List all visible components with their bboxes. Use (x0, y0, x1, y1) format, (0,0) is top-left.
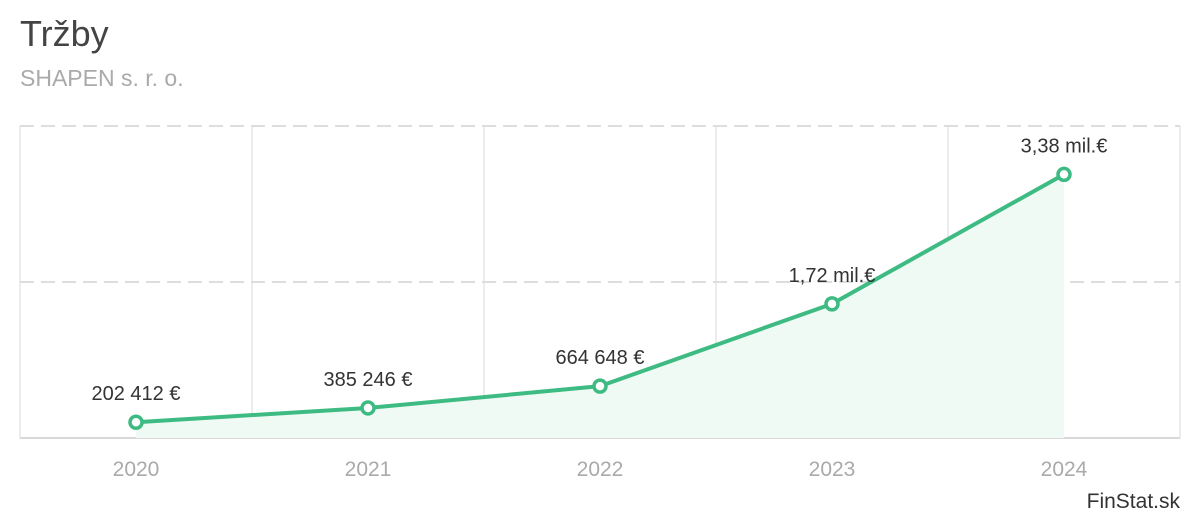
data-points (128, 166, 1072, 430)
data-label-2021: 385 246 € (324, 369, 413, 391)
data-label-2024: 3,38 mil.€ (1021, 135, 1108, 157)
company-name: SHAPEN s. r. o. (20, 65, 184, 91)
data-labels: 202 412 € 385 246 € 664 648 € 1,72 mil.€ 3,3… (92, 135, 1108, 405)
x-tick-2024: 2024 (1041, 458, 1088, 481)
finstat-brand[interactable]: FinStat.sk (1086, 490, 1180, 513)
area-fill (136, 174, 1064, 439)
data-point-2023 (824, 296, 840, 312)
data-label-2022: 664 648 € (556, 347, 645, 369)
data-point-2021 (360, 400, 376, 416)
data-point-2022 (592, 378, 608, 394)
x-tick-2021: 2021 (345, 458, 392, 481)
series-area (136, 174, 1064, 439)
chart-title: Tržby (20, 13, 109, 54)
x-axis-ticks: 2020 2021 2022 2023 2024 (113, 458, 1088, 481)
x-tick-2022: 2022 (577, 458, 624, 481)
data-label-2023: 1,72 mil.€ (789, 265, 876, 287)
data-point-2020 (128, 414, 144, 430)
data-point-2024 (1056, 166, 1072, 183)
data-label-2020: 202 412 € (92, 383, 181, 405)
x-tick-2020: 2020 (113, 458, 160, 481)
x-tick-2023: 2023 (809, 458, 856, 481)
